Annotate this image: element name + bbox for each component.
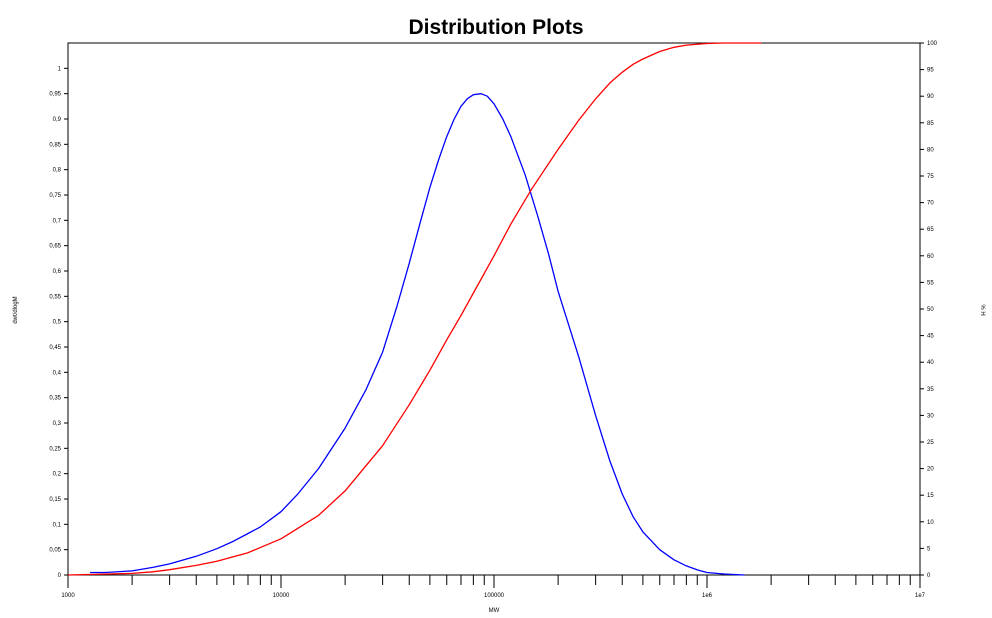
y-tick-label: 0,95: [49, 92, 61, 98]
y-tick-label: 0,35: [49, 396, 61, 402]
y-tick-label: 0,6: [53, 269, 62, 275]
y2-tick-label: 50: [927, 307, 934, 313]
y-axis-label: dwt/dlogM: [13, 296, 19, 323]
plot-area-frame: [67, 42, 921, 576]
y2-tick-label: 60: [927, 254, 934, 260]
x-tick-label: 1000: [61, 593, 75, 599]
y2-tick-label: 85: [927, 121, 934, 127]
y-tick-label: 0,5: [53, 320, 62, 326]
x-axis-ticks: 1000 10000 100000 1e6 1e7: [61, 575, 926, 599]
y-tick-label: 0,45: [49, 345, 61, 351]
y2-axis-ticks: 0 5 10 15 20 25 30 35 40 45 50 55 60 65 70 75 80 85 90 95 10…: [920, 41, 938, 579]
x-tick-label: 10000: [273, 593, 290, 599]
x-axis-label: MW: [489, 608, 500, 614]
y-tick-label: 0: [58, 573, 62, 579]
y-tick-label: 0,7: [53, 218, 62, 224]
y-axis-ticks: 0 0,05 0,1 0,15 0,2 0,25 0,3 0,35 0,4 0,45 0,5 0,55…: [49, 66, 68, 579]
distribution-series-line: [90, 93, 745, 576]
y2-tick-label: 75: [927, 174, 934, 180]
cumulative-series-line: [67, 42, 762, 576]
y-tick-label: 0,9: [53, 117, 62, 123]
y2-tick-label: 5: [927, 546, 931, 552]
y-tick-label: 0,05: [49, 548, 61, 554]
chart-title: Distribution Plots: [409, 16, 584, 39]
y-tick-label: 0,75: [49, 193, 61, 199]
x-tick-label: 1e6: [702, 593, 713, 599]
y2-axis-label: % H: [979, 304, 985, 315]
y-tick-label: 1: [58, 66, 62, 72]
y-tick-label: 0,3: [53, 421, 62, 427]
y2-tick-label: 30: [927, 413, 934, 419]
y2-tick-label: 0: [927, 573, 931, 579]
y2-tick-label: 100: [927, 41, 938, 47]
y-tick-label: 0,85: [49, 142, 61, 148]
y-tick-label: 0,2: [53, 472, 62, 478]
y2-tick-label: 10: [927, 520, 934, 526]
y2-tick-label: 40: [927, 360, 934, 366]
y2-tick-label: 90: [927, 94, 934, 100]
y2-tick-label: 95: [927, 68, 934, 74]
series-layer: [67, 42, 762, 576]
y2-tick-label: 25: [927, 440, 934, 446]
y2-tick-label: 45: [927, 334, 934, 340]
y2-tick-label: 65: [927, 227, 934, 233]
y2-tick-label: 70: [927, 201, 934, 207]
y-tick-label: 0,55: [49, 294, 61, 300]
y2-tick-label: 55: [927, 280, 934, 286]
x-tick-label: 1e7: [915, 593, 926, 599]
y2-tick-label: 80: [927, 147, 934, 153]
y2-tick-label: 15: [927, 493, 934, 499]
y-tick-label: 0,1: [53, 522, 62, 528]
y-tick-label: 0,15: [49, 497, 61, 503]
y-tick-label: 0,8: [53, 168, 62, 174]
x-tick-label: 100000: [484, 593, 505, 599]
y2-tick-label: 20: [927, 467, 934, 473]
y-tick-label: 0,4: [53, 370, 62, 376]
y-tick-label: 0,65: [49, 244, 61, 250]
y-tick-label: 0,25: [49, 446, 61, 452]
y2-tick-label: 35: [927, 387, 934, 393]
